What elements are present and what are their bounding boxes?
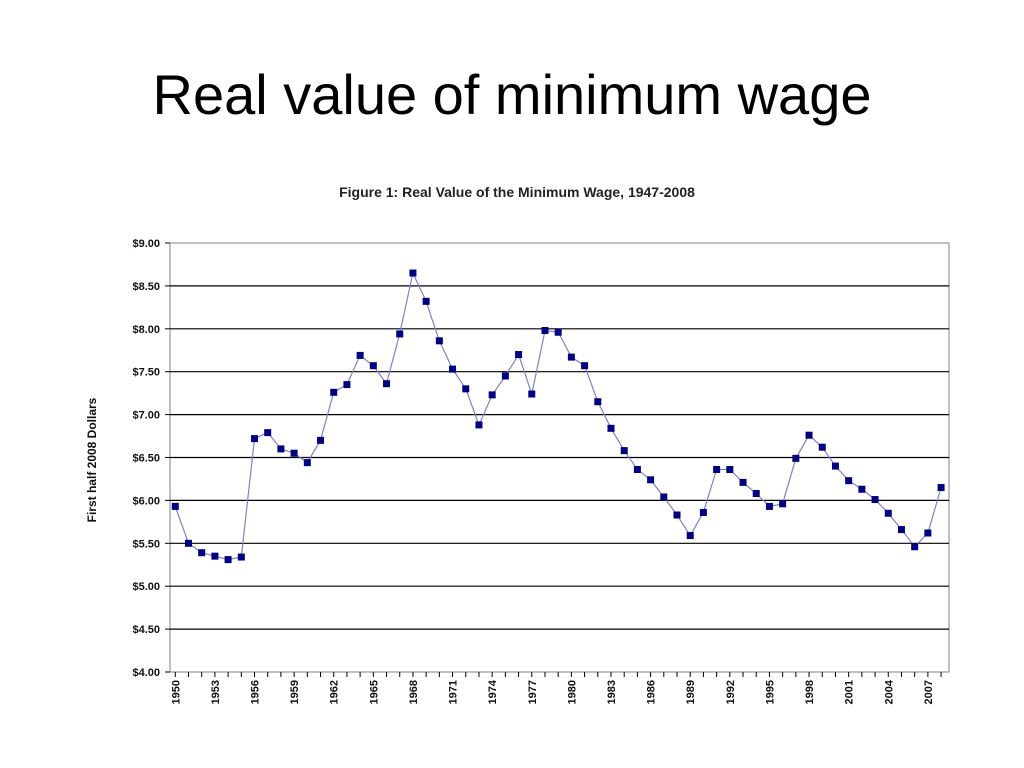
data-point: [422, 297, 430, 305]
x-tick-label: 2004: [883, 679, 895, 704]
data-point: [897, 526, 905, 534]
y-tick-label: $4.00: [132, 667, 160, 679]
data-point: [449, 365, 457, 373]
data-point: [845, 477, 853, 485]
data-point: [435, 337, 443, 345]
data-point: [501, 372, 509, 380]
x-tick-label: 1962: [329, 680, 341, 704]
data-point: [858, 485, 866, 493]
x-tick-label: 1965: [368, 680, 380, 704]
data-point: [686, 532, 694, 540]
x-tick-label: 1950: [170, 680, 182, 704]
data-point: [198, 549, 206, 557]
x-tick-label: 2001: [844, 680, 856, 704]
data-point: [211, 552, 219, 560]
data-point: [251, 435, 259, 443]
x-tick-label: 1974: [487, 679, 499, 704]
data-point: [673, 511, 681, 519]
y-axis-ticks: $4.00 $4.50 $5.00 $5.50 $6.00 $6.50 $7.00 $7.50…: [132, 238, 170, 679]
data-point: [343, 381, 351, 389]
data-point: [330, 388, 338, 396]
data-point: [765, 502, 773, 510]
x-tick-label: 1995: [764, 680, 776, 704]
x-tick-label: 1980: [566, 680, 578, 704]
data-point: [581, 362, 589, 370]
data-point: [713, 466, 721, 474]
x-tick-label: 1956: [250, 680, 262, 704]
x-axis-ticks: 1950 1953 1956 1959 1962 1965 1968 1971 1974 1977…: [170, 672, 942, 704]
data-point: [171, 502, 179, 510]
x-tick-label: 1998: [804, 680, 816, 704]
data-point: [184, 539, 192, 547]
chart-title: Figure 1: Real Value of the Minimum Wage…: [339, 184, 695, 200]
x-tick-label: 1986: [646, 680, 658, 704]
data-point: [488, 391, 496, 399]
data-point: [871, 496, 879, 504]
data-point: [805, 431, 813, 439]
y-tick-label: $4.50: [132, 624, 160, 636]
x-tick-label: 1977: [527, 680, 539, 704]
y-tick-label: $7.00: [132, 410, 160, 422]
x-tick-label: 2007: [923, 680, 935, 704]
data-point: [541, 327, 549, 335]
data-point: [554, 328, 562, 336]
y-axis-label: First half 2008 Dollars: [85, 397, 99, 522]
x-tick-label: 1968: [408, 680, 420, 704]
data-point: [515, 351, 523, 359]
y-tick-label: $8.00: [132, 324, 160, 336]
data-point: [607, 424, 615, 432]
y-tick-label: $6.00: [132, 495, 160, 507]
data-point: [277, 445, 285, 453]
data-point: [699, 508, 707, 516]
data-point: [924, 529, 932, 537]
data-point: [620, 447, 628, 455]
y-tick-label: $6.50: [132, 453, 160, 465]
data-point: [779, 500, 787, 508]
x-tick-label: 1971: [448, 680, 460, 704]
data-point: [818, 443, 826, 451]
y-tick-label: $5.50: [132, 538, 160, 550]
data-point: [726, 466, 734, 474]
data-point: [660, 493, 668, 501]
data-point: [317, 436, 325, 444]
y-tick-label: $9.00: [132, 238, 160, 250]
x-tick-label: 1983: [606, 680, 618, 704]
data-point: [409, 269, 417, 277]
series-wage: [171, 269, 945, 564]
slide-title: Real value of minimum wage: [152, 63, 872, 126]
y-tick-label: $7.50: [132, 367, 160, 379]
data-point: [290, 449, 298, 457]
data-point: [567, 353, 575, 361]
data-point: [528, 390, 536, 398]
gridlines: [170, 285, 949, 630]
y-tick-label: $5.00: [132, 581, 160, 593]
data-point: [831, 462, 839, 470]
data-point: [264, 429, 272, 437]
data-point: [303, 459, 311, 467]
data-point: [475, 421, 483, 429]
x-tick-label: 1959: [289, 680, 301, 704]
data-point: [884, 509, 892, 517]
data-point: [462, 385, 470, 393]
x-tick-label: 1989: [685, 680, 697, 704]
data-point: [224, 556, 232, 564]
x-tick-label: 1992: [725, 680, 737, 704]
data-point: [356, 351, 364, 359]
data-point: [633, 466, 641, 474]
data-point: [937, 484, 945, 492]
data-point: [396, 330, 404, 338]
data-point: [739, 478, 747, 486]
data-point: [369, 362, 377, 370]
y-tick-label: $8.50: [132, 281, 160, 293]
data-point: [647, 476, 655, 484]
data-point: [792, 454, 800, 462]
x-tick-label: 1953: [210, 680, 222, 704]
data-point: [237, 553, 245, 561]
data-point: [594, 398, 602, 406]
data-point: [383, 380, 391, 388]
data-point: [911, 543, 919, 551]
data-point: [752, 490, 760, 498]
